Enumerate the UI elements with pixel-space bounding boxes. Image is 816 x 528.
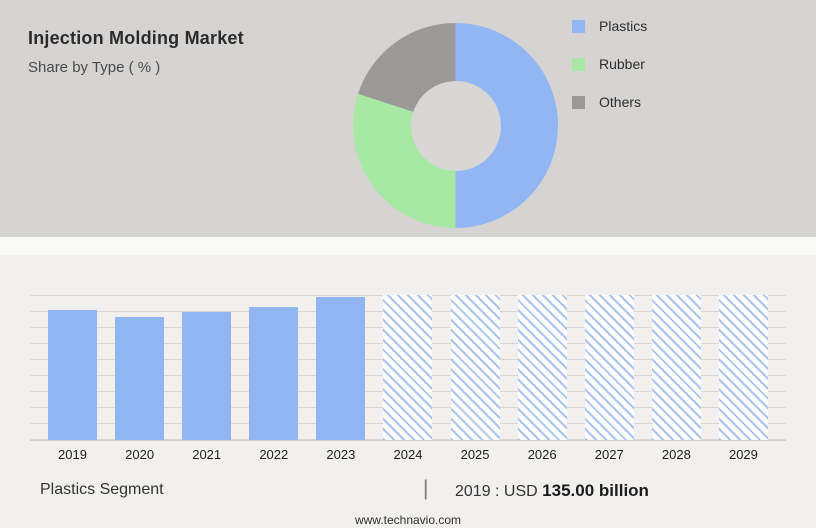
x-tick-2019: 2019 — [58, 447, 87, 462]
bar-section: 2019 2020 2021 2022 2023 2024 2025 2026 2027 2028… — [0, 255, 816, 528]
donut-section: Injection Molding Market Share by Type (… — [0, 0, 816, 237]
donut-hole — [410, 80, 501, 171]
x-axis-labels: 2019 2020 2021 2022 2023 2024 2025 2026 2027 2028… — [30, 447, 786, 462]
legend-item-plastics: Plastics — [572, 16, 647, 36]
bar-chart — [30, 295, 786, 441]
page-title: Injection Molding Market — [28, 28, 244, 48]
bars-container — [30, 295, 786, 440]
page-subtitle: Share by Type ( % ) — [28, 59, 161, 76]
legend-swatch — [572, 19, 585, 33]
chart-footer: Plastics Segment | 2019 : USD 135.00 bil… — [0, 477, 816, 507]
bar-2023 — [316, 296, 366, 440]
x-tick-2024: 2024 — [393, 447, 423, 462]
bar-2022 — [249, 306, 299, 440]
legend-swatch — [572, 95, 585, 109]
footer-separator: | — [423, 477, 429, 500]
forecast-bar-2027 — [584, 295, 634, 440]
forecast-bar-2029 — [718, 295, 768, 440]
x-tick-2021: 2021 — [192, 447, 222, 462]
bar-2021 — [182, 312, 232, 440]
donut-legend: Plastics Rubber Others — [572, 16, 647, 130]
annotation-2019-value: 2019 : USD 135.00 billion — [455, 481, 649, 501]
annotation-prefix: 2019 : USD — [455, 483, 538, 500]
x-tick-2022: 2022 — [259, 447, 289, 462]
annotation-bold-value: 135.00 billion — [542, 481, 649, 500]
forecast-bar-2026 — [517, 295, 567, 440]
legend-item-rubber: Rubber — [572, 54, 647, 74]
x-tick-2028: 2028 — [661, 447, 691, 462]
segment-label: Plastics Segment — [40, 481, 164, 498]
section-divider — [0, 237, 816, 255]
x-tick-2026: 2026 — [527, 447, 557, 462]
forecast-bar-2024 — [383, 295, 433, 440]
website-text: www.technavio.com — [354, 513, 462, 527]
bar-2020 — [115, 317, 165, 440]
legend-label: Plastics — [599, 18, 648, 34]
legend-swatch — [572, 57, 585, 71]
x-tick-2020: 2020 — [125, 447, 155, 462]
x-tick-2027: 2027 — [594, 447, 624, 462]
legend-label: Rubber — [599, 56, 645, 72]
x-tick-2023: 2023 — [326, 447, 356, 462]
forecast-bar-2028 — [651, 295, 701, 440]
bar-2019 — [48, 309, 97, 440]
legend-label: Others — [599, 94, 642, 110]
header: Injection Molding Market Share by Type (… — [28, 28, 244, 76]
forecast-bar-2025 — [450, 295, 500, 440]
x-tick-2029: 2029 — [728, 447, 758, 462]
donut-chart — [353, 23, 558, 228]
x-tick-2025: 2025 — [460, 447, 490, 462]
legend-item-others: Others — [572, 92, 647, 112]
